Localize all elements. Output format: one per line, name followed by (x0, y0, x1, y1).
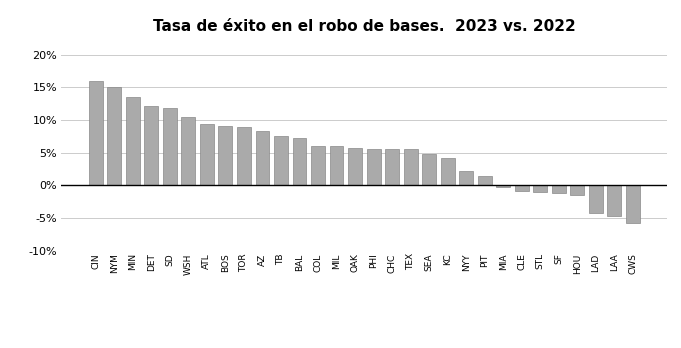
Bar (441, 158, 455, 185)
Bar (626, 185, 640, 223)
Bar (200, 124, 214, 185)
Bar (293, 138, 306, 185)
Bar (126, 97, 140, 185)
Bar (108, 87, 121, 185)
Bar (404, 149, 417, 185)
Bar (144, 106, 158, 185)
Bar (607, 185, 621, 216)
Bar (459, 171, 473, 185)
Bar (478, 175, 492, 185)
Bar (385, 149, 399, 185)
Bar (571, 185, 584, 195)
Bar (330, 146, 343, 185)
Bar (348, 148, 362, 185)
Bar (274, 136, 288, 185)
Bar (181, 117, 195, 185)
Title: Tasa de éxito en el robo de bases.  2023 vs. 2022: Tasa de éxito en el robo de bases. 2023 … (153, 19, 575, 34)
Bar (366, 149, 381, 185)
Bar (589, 185, 603, 213)
Bar (422, 154, 436, 185)
Bar (533, 185, 548, 192)
Bar (237, 127, 251, 185)
Bar (163, 108, 177, 185)
Bar (89, 81, 103, 185)
Bar (515, 185, 528, 191)
Bar (311, 146, 325, 185)
Bar (552, 185, 566, 193)
Bar (496, 185, 510, 187)
Bar (255, 130, 270, 185)
Bar (219, 126, 232, 185)
